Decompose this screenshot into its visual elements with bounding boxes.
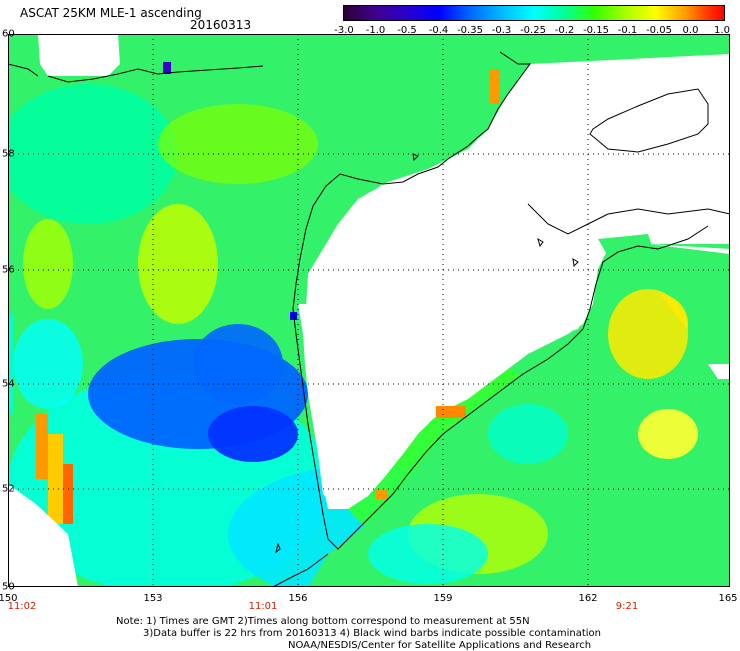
- colorbar: [343, 5, 725, 21]
- blue-region: [193, 324, 283, 404]
- x-tick-label: 162: [578, 593, 598, 604]
- orange-edge: [490, 69, 500, 104]
- cyan-region: [8, 84, 178, 224]
- no-data-area: [8, 484, 78, 587]
- dark-blue-region: [208, 406, 298, 462]
- colorbar-tick-label: -1.0: [365, 25, 386, 36]
- colorbar-tick-label: 1.0: [714, 25, 730, 36]
- purple-pixel: [163, 62, 171, 74]
- graticule: [8, 34, 730, 587]
- cyan-region: [8, 314, 13, 414]
- ocean-field: [298, 34, 538, 304]
- orange-edge: [48, 434, 63, 524]
- orange-edge: [436, 406, 466, 418]
- ocean-field: [8, 34, 38, 59]
- cyan-region: [488, 404, 568, 464]
- x-tick-label: 150: [0, 593, 18, 604]
- x-tick-label: 156: [288, 593, 308, 604]
- y-tick-label: 56: [2, 264, 15, 276]
- colorbar-tick-label: -0.3: [491, 25, 512, 36]
- map-title: ASCAT 25KM MLE-1 ascending: [20, 6, 202, 20]
- map-frame: [8, 34, 730, 587]
- time-label: 11:01: [248, 601, 278, 612]
- map-date: 20160313: [190, 18, 252, 32]
- colorbar-tick-label: -0.25: [520, 25, 546, 36]
- colorbar-tick-label: -0.1: [617, 25, 638, 36]
- orange-edge: [36, 414, 48, 479]
- no-data-area: [708, 364, 730, 379]
- y-tick-label: 58: [2, 148, 15, 160]
- time-label: 11:02: [7, 601, 37, 612]
- yellow-region: [638, 409, 698, 459]
- ocean-field: [598, 234, 653, 256]
- cyan-region: [13, 319, 83, 409]
- colorbar-tick-label: -0.5: [397, 25, 417, 36]
- colorbar-tick-label: -0.05: [646, 25, 672, 36]
- colorbar-tick-label: -0.15: [583, 25, 609, 36]
- x-tick-label: 159: [433, 593, 453, 604]
- kamchatka-land: [305, 54, 730, 509]
- y-tick-label: 52: [2, 483, 15, 495]
- no-data-area: [38, 34, 120, 76]
- orange-edge: [376, 489, 388, 499]
- y-tick-label: 54: [2, 378, 15, 390]
- orange-edge: [63, 464, 73, 524]
- y-tick-label: 50: [2, 581, 15, 593]
- y-tick-label: 60: [2, 28, 15, 40]
- colorbar-tick-label: -3.0: [334, 25, 354, 36]
- colorbar-tick-label: -0.35: [457, 25, 483, 36]
- time-label: 9:21: [615, 601, 639, 612]
- x-tick-label: 153: [143, 593, 163, 604]
- yellow-region: [608, 289, 688, 379]
- footer-credit: NOAA/NESDIS/Center for Satellite Applica…: [288, 640, 592, 651]
- x-tick-label: 165: [718, 593, 738, 604]
- yellow-green-region: [138, 204, 218, 324]
- colorbar-tick-label: -0.4: [428, 25, 449, 36]
- light-green-region: [158, 104, 318, 184]
- colorbar-tick-label: 0.0: [682, 25, 699, 36]
- footer-note-2: 3)Data buffer is 22 hrs from 20160313 4)…: [143, 628, 601, 639]
- colorbar-tick-label: -0.2: [554, 25, 575, 36]
- coastline: [8, 51, 730, 587]
- cyan-region: [368, 524, 488, 584]
- map-plot: [8, 34, 730, 587]
- footer-note-1: Note: 1) Times are GMT 2)Times along bot…: [116, 616, 530, 627]
- yellow-green-region: [23, 219, 73, 309]
